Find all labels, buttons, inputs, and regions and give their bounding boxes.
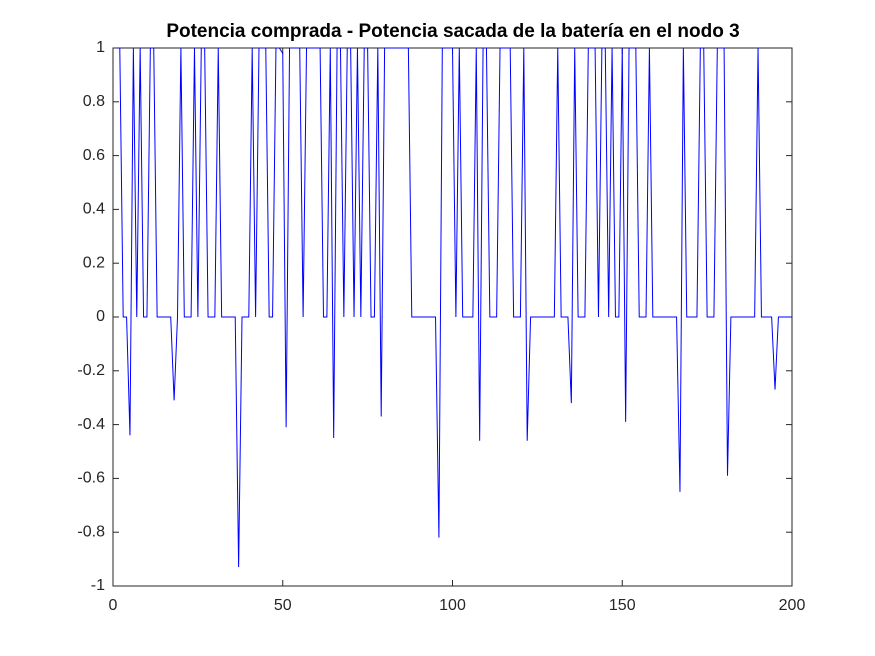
y-tick-label: 0.8 [83,93,105,110]
x-tick-label: 100 [439,597,466,614]
y-tick-label: -0.6 [77,470,105,487]
y-tick-label: -0.2 [77,362,105,379]
chart-title: Potencia comprada - Potencia sacada de l… [166,21,739,42]
x-tick-label: 50 [274,597,292,614]
y-tick-label: 0.2 [83,254,105,271]
data-line [116,47,792,568]
y-tick-label: 0.6 [83,147,105,164]
x-tick-label: 200 [779,597,806,614]
x-tick-label: 0 [109,597,118,614]
y-tick-label: 0.4 [83,201,105,218]
y-tick-label: -1 [91,577,105,594]
y-tick-label: -0.8 [77,523,105,540]
y-tick-label: 0 [96,308,105,325]
y-tick-label: 1 [96,39,105,56]
x-tick-label: 150 [609,597,636,614]
y-tick-label: -0.4 [77,416,105,433]
